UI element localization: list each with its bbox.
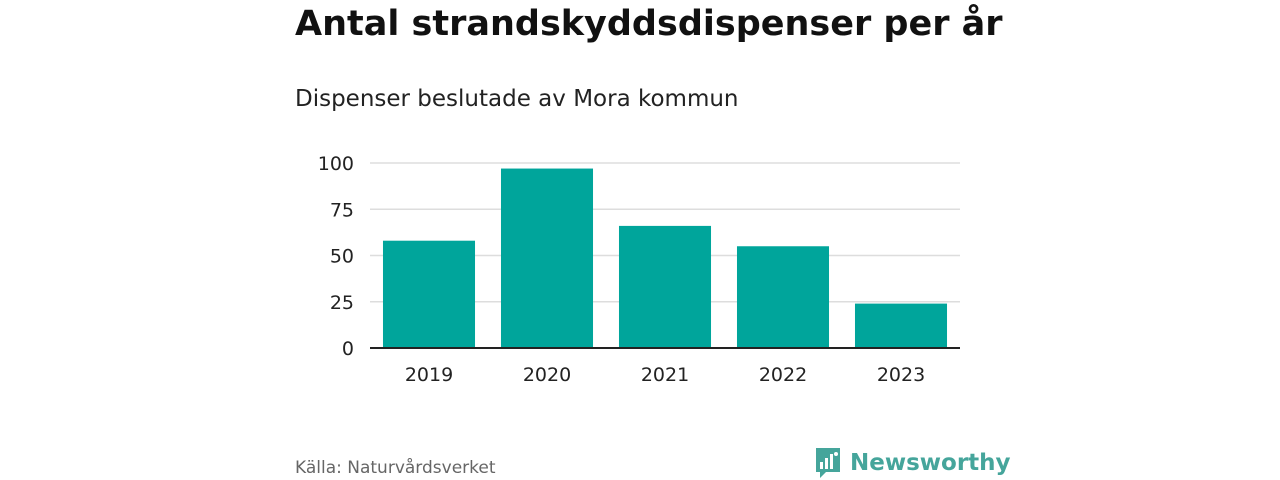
brand-name: Newsworthy xyxy=(850,450,1011,476)
y-tick-label: 100 xyxy=(318,153,354,175)
bar-2019 xyxy=(382,240,476,348)
y-axis-ticks: 0 25 50 75 100 xyxy=(318,153,354,360)
bar-2020 xyxy=(500,168,594,348)
bar-2023 xyxy=(854,303,948,348)
x-tick-label: 2020 xyxy=(523,364,571,386)
bar-2021 xyxy=(618,225,712,348)
bars xyxy=(382,168,948,348)
y-tick-label: 50 xyxy=(330,246,354,268)
y-tick-label: 0 xyxy=(342,338,354,360)
y-tick-label: 25 xyxy=(330,292,354,314)
chart-title: Antal strandskyddsdispenser per år xyxy=(295,4,1003,44)
newsworthy-logo-icon xyxy=(816,448,840,478)
x-tick-label: 2019 xyxy=(405,364,453,386)
x-axis-ticks: 2019 2020 2021 2022 2023 xyxy=(405,364,925,386)
bar-chart: 0 25 50 75 100 2019 2020 2021 2022 2023 xyxy=(318,153,960,386)
source-note: Källa: Naturvårdsverket xyxy=(295,458,496,478)
bar-2022 xyxy=(736,246,830,348)
x-tick-label: 2021 xyxy=(641,364,689,386)
brand-logo: Newsworthy xyxy=(814,446,1011,480)
y-tick-label: 75 xyxy=(330,199,354,221)
x-tick-label: 2022 xyxy=(759,364,807,386)
chart-subtitle: Dispenser beslutade av Mora kommun xyxy=(295,86,739,112)
x-tick-label: 2023 xyxy=(877,364,925,386)
